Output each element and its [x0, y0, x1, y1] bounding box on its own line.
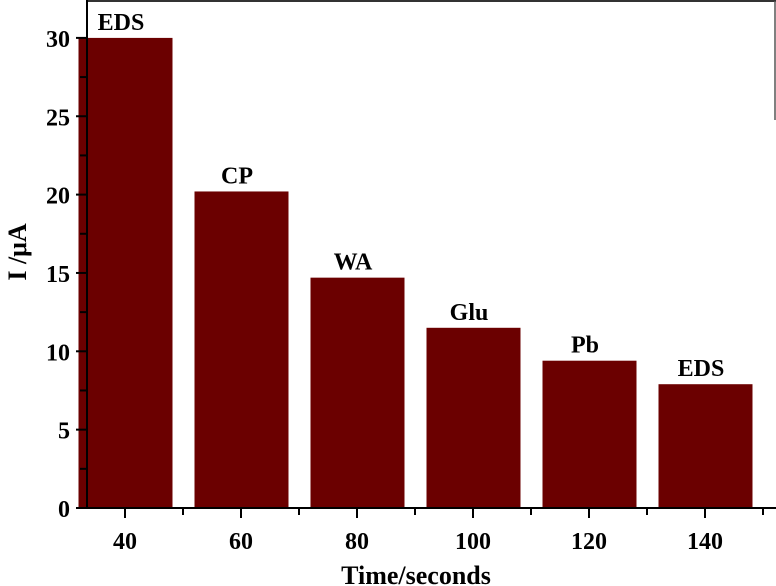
axes-group	[76, 0, 776, 509]
bar-label: CP	[221, 163, 253, 189]
y-tick-label: 25	[46, 105, 70, 131]
bar-label: Pb	[571, 333, 599, 359]
x-tick-label: 140	[687, 529, 723, 555]
y-tick-label: 30	[46, 27, 70, 53]
x-tick-label: 40	[113, 529, 137, 555]
y-axis-title: I /μA	[3, 223, 32, 281]
bar-label: Glu	[450, 300, 489, 326]
bar	[78, 37, 173, 509]
x-ticks-group: 40 60 80 100 120 140	[113, 508, 764, 555]
bar	[658, 384, 753, 508]
x-tick-label: 120	[571, 529, 607, 555]
bars-group	[78, 37, 753, 509]
bar	[542, 360, 637, 508]
y-tick-label: 10	[46, 340, 70, 366]
y-tick-label: 15	[46, 262, 70, 288]
y-tick-label: 0	[58, 497, 70, 523]
bar-label: WA	[334, 250, 373, 276]
bar-labels-group: EDS CP WA Glu Pb EDS	[98, 10, 725, 382]
x-tick-label: 100	[455, 529, 491, 555]
bar-label: EDS	[678, 356, 725, 382]
bar	[194, 191, 289, 508]
y-tick-label: 5	[58, 419, 70, 445]
x-axis-title: Time/seconds	[341, 561, 491, 586]
x-tick-label: 60	[229, 529, 253, 555]
y-tick-label: 20	[46, 184, 70, 210]
y-ticks-group: 0 5 10 15 20 25 30	[46, 27, 87, 523]
x-tick-label: 80	[345, 529, 369, 555]
bar	[310, 277, 405, 508]
bar-label: EDS	[98, 10, 145, 36]
bar	[426, 327, 521, 508]
